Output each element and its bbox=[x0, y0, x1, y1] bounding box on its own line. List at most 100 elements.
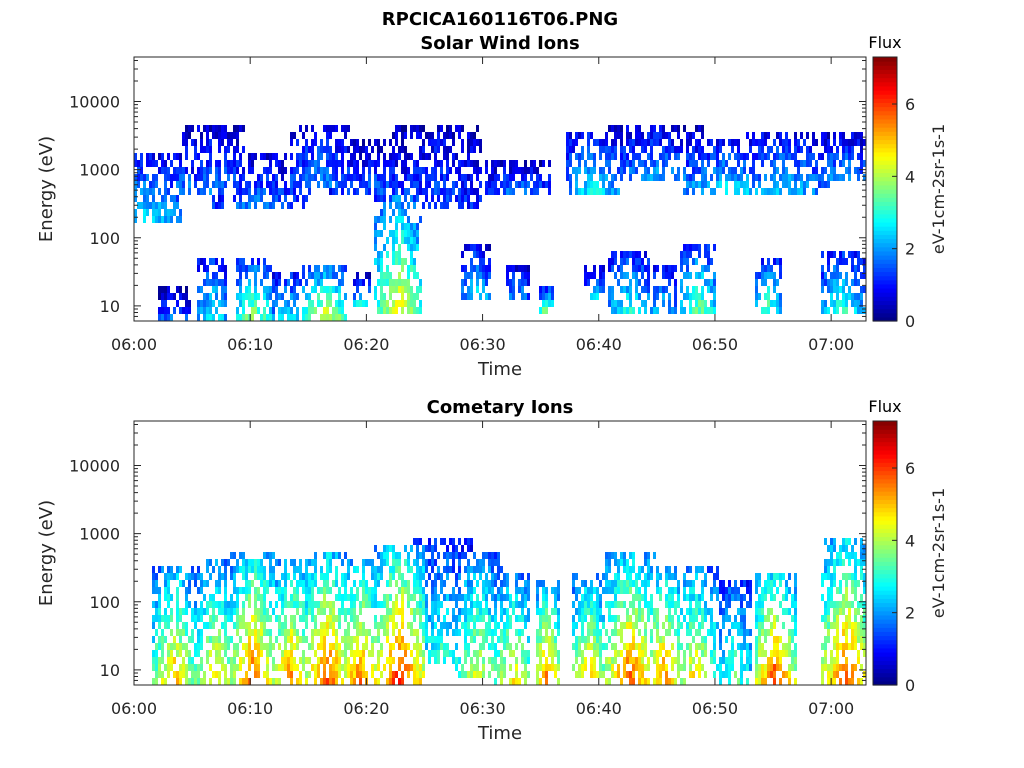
colorbar-swatch bbox=[873, 193, 897, 198]
heatmap-cell bbox=[695, 146, 698, 153]
heatmap-cell bbox=[290, 559, 293, 566]
heatmap-cell bbox=[521, 587, 524, 594]
heatmap-cell bbox=[158, 167, 161, 174]
colorbar-swatch bbox=[873, 304, 897, 310]
heatmap-cell bbox=[836, 272, 839, 279]
heatmap-cell bbox=[620, 307, 623, 314]
heatmap-cell bbox=[248, 195, 251, 202]
heatmap-cell bbox=[419, 300, 422, 307]
colorbar-swatch bbox=[873, 664, 897, 670]
heatmap-cell bbox=[422, 657, 425, 664]
heatmap-cell bbox=[575, 587, 578, 594]
heatmap-cell bbox=[197, 125, 200, 132]
heatmap-cell bbox=[650, 174, 653, 181]
heatmap-cell bbox=[341, 146, 344, 153]
heatmap-cell bbox=[833, 139, 836, 146]
heatmap-cell bbox=[467, 629, 470, 636]
heatmap-cell bbox=[527, 671, 530, 678]
heatmap-cell bbox=[404, 258, 407, 265]
heatmap-cell bbox=[656, 167, 659, 174]
heatmap-cell bbox=[617, 573, 620, 580]
heatmap-cell bbox=[458, 615, 461, 622]
heatmap-cell bbox=[644, 251, 647, 258]
heatmap-cell bbox=[752, 153, 755, 160]
heatmap-cell bbox=[473, 615, 476, 622]
heatmap-cell bbox=[578, 188, 581, 195]
heatmap-cell bbox=[485, 181, 488, 188]
heatmap-cell bbox=[728, 671, 731, 678]
heatmap-cell bbox=[473, 552, 476, 559]
colorbar-swatch bbox=[873, 197, 897, 202]
heatmap-cell bbox=[158, 314, 161, 321]
colorbar-swatch bbox=[873, 164, 897, 169]
heatmap-cell bbox=[458, 657, 461, 664]
heatmap-cell bbox=[593, 139, 596, 146]
heatmap-cell bbox=[710, 153, 713, 160]
heatmap-cell bbox=[302, 636, 305, 643]
heatmap-cell bbox=[518, 636, 521, 643]
y-tick-label: 10 bbox=[100, 661, 120, 680]
heatmap-cell bbox=[512, 286, 515, 293]
heatmap-cell bbox=[254, 195, 257, 202]
heatmap-cell bbox=[473, 664, 476, 671]
heatmap-cell bbox=[242, 300, 245, 307]
heatmap-cell bbox=[341, 636, 344, 643]
heatmap-cell bbox=[158, 286, 161, 293]
heatmap-cell bbox=[245, 650, 248, 657]
heatmap-cell bbox=[827, 286, 830, 293]
heatmap-cell bbox=[698, 244, 701, 251]
heatmap-cell bbox=[692, 608, 695, 615]
heatmap-cell bbox=[365, 643, 368, 650]
heatmap-cell bbox=[827, 251, 830, 258]
heatmap-cell bbox=[536, 678, 539, 685]
heatmap-cell bbox=[227, 601, 230, 608]
heatmap-cell bbox=[719, 636, 722, 643]
heatmap-cell bbox=[710, 139, 713, 146]
heatmap-cell bbox=[776, 664, 779, 671]
heatmap-cell bbox=[395, 251, 398, 258]
heatmap-cell bbox=[353, 580, 356, 587]
heatmap-cell bbox=[314, 559, 317, 566]
heatmap-cell bbox=[764, 629, 767, 636]
heatmap-cell bbox=[554, 622, 557, 629]
heatmap-cell bbox=[482, 657, 485, 664]
heatmap-cell bbox=[557, 587, 560, 594]
heatmap-cell bbox=[674, 286, 677, 293]
heatmap-cell bbox=[341, 300, 344, 307]
heatmap-cell bbox=[500, 181, 503, 188]
heatmap-cell bbox=[353, 608, 356, 615]
heatmap-cell bbox=[239, 195, 242, 202]
heatmap-cell bbox=[212, 258, 215, 265]
heatmap-cell bbox=[845, 629, 848, 636]
heatmap-cell bbox=[419, 643, 422, 650]
heatmap-cell bbox=[632, 153, 635, 160]
heatmap-cell bbox=[851, 251, 854, 258]
heatmap-cell bbox=[470, 545, 473, 552]
heatmap-cell bbox=[392, 545, 395, 552]
heatmap-cell bbox=[737, 587, 740, 594]
heatmap-cell bbox=[221, 664, 224, 671]
heatmap-cell bbox=[476, 559, 479, 566]
heatmap-cell bbox=[269, 153, 272, 160]
heatmap-cell bbox=[791, 188, 794, 195]
heatmap-cell bbox=[530, 167, 533, 174]
heatmap-cell bbox=[647, 678, 650, 685]
heatmap-cell bbox=[215, 167, 218, 174]
heatmap-cell bbox=[749, 650, 752, 657]
heatmap-cell bbox=[182, 181, 185, 188]
heatmap-cell bbox=[662, 622, 665, 629]
heatmap-cell bbox=[467, 538, 470, 545]
heatmap-cell bbox=[242, 314, 245, 321]
heatmap-cell bbox=[533, 160, 536, 167]
heatmap-cell bbox=[602, 188, 605, 195]
heatmap-cell bbox=[380, 573, 383, 580]
heatmap-cell bbox=[671, 615, 674, 622]
heatmap-cell bbox=[338, 587, 341, 594]
heatmap-cell bbox=[542, 650, 545, 657]
heatmap-cell bbox=[455, 573, 458, 580]
heatmap-cell bbox=[416, 223, 419, 230]
heatmap-cell bbox=[851, 258, 854, 265]
heatmap-cell bbox=[602, 139, 605, 146]
heatmap-cell bbox=[467, 608, 470, 615]
heatmap-cell bbox=[818, 174, 821, 181]
